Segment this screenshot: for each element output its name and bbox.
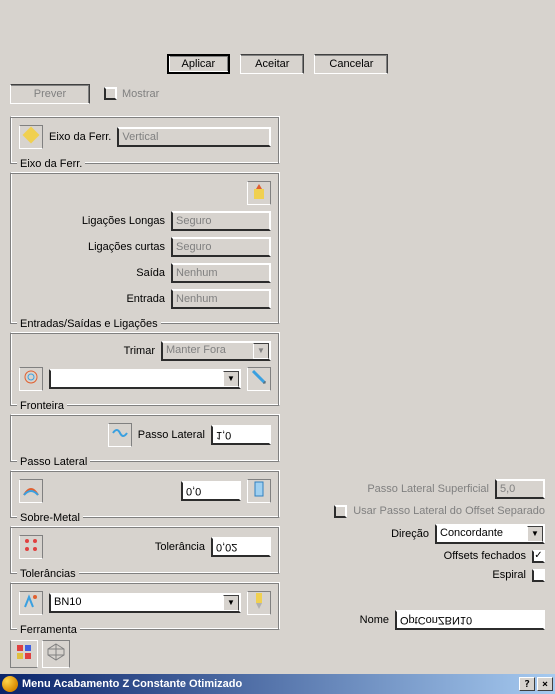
toolbar-btn-2[interactable] [42,640,70,668]
offsets-checkbox[interactable]: ✓ [532,550,545,563]
window-title: Menu Acabamento Z Constante Otimizado [22,678,517,690]
legend-entradas: Entradas/Saídas e Ligações [17,318,161,330]
passo-lateral-input[interactable] [211,425,271,445]
chevron-down-icon: ▼ [253,343,269,359]
group-entradas: Entradas/Saídas e Ligações Entrada Nenhu… [10,172,280,324]
direcao-dropdown[interactable]: Concordante ▼ [435,524,545,544]
longas-value: Seguro [176,215,211,227]
chevron-down-icon: ▼ [527,526,543,542]
ferramenta-dropdown[interactable]: BN10 ▼ [49,593,241,613]
group-passo-lateral: Passo Lateral Passo Lateral [10,414,280,462]
group-ferramenta: Ferramenta BN10 ▼ [10,582,280,630]
nome-input[interactable] [395,610,545,630]
entrada-label: Entrada [65,293,165,305]
legend-ferramenta: Ferramenta [17,624,80,636]
close-button[interactable]: × [537,677,553,691]
eixo-icon[interactable] [19,125,43,149]
eixo-value: Vertical [122,131,158,143]
trimar-label: Trimar [124,345,155,357]
entrada-value: Nenhum [176,293,218,305]
aplicar-button[interactable]: Aplicar [167,54,231,74]
passo-superficial-value: 5,0 [500,483,515,495]
entradas-icon[interactable] [247,181,271,205]
title-bar: Menu Acabamento Z Constante Otimizado ? … [0,674,555,694]
eixo-label: Eixo da Ferr. [49,131,111,143]
tolerancia-icon[interactable] [19,535,43,559]
legend-eixo: Eixo da Ferr. [17,158,85,170]
fronteira-dropdown[interactable]: ▼ [49,369,241,389]
group-fronteira: Fronteira ▼ Trimar Manter Fora ▼ [10,332,280,406]
group-sobremetal: Sobre-Metal [10,470,280,518]
help-button[interactable]: ? [519,677,535,691]
longas-label: Ligações Longas [65,215,165,227]
espiral-checkbox[interactable] [532,569,545,582]
group-eixo: Eixo da Ferr. Eixo da Ferr. Vertical [10,116,280,164]
mostrar-label: Mostrar [122,88,159,100]
legend-tolerancias: Tolerâncias [17,568,79,580]
app-icon [2,676,18,692]
toolbar-btn-1[interactable] [10,640,38,668]
curtas-label: Ligações curtas [65,241,165,253]
nome-label: Nome [360,614,389,626]
tolerancia-input[interactable] [211,537,271,557]
passo-lateral-icon[interactable] [108,423,132,447]
legend-sobremetal: Sobre-Metal [17,512,83,524]
passo-lateral-label: Passo Lateral [138,429,205,441]
sobremetal-left-icon[interactable] [19,479,43,503]
direcao-label: Direção [391,528,429,540]
group-tolerancias: Tolerâncias Tolerância [10,526,280,574]
chevron-down-icon: ▼ [223,595,239,611]
curtas-value: Seguro [176,241,211,253]
saida-value: Nenhum [176,267,218,279]
sobremetal-right-icon[interactable] [247,479,271,503]
aceitar-button[interactable]: Aceitar [240,54,304,74]
espiral-label: Espiral [492,570,526,582]
sobremetal-input[interactable] [181,481,241,501]
fronteira-icon-left[interactable] [19,367,43,391]
usar-passo-checkbox [334,505,347,518]
fronteira-icon-right[interactable] [247,367,271,391]
chevron-down-icon: ▼ [223,371,239,387]
prever-button: Prever [10,84,90,104]
legend-passo-lateral: Passo Lateral [17,456,90,468]
mostrar-checkbox [104,88,117,101]
legend-fronteira: Fronteira [17,400,67,412]
passo-superficial-label: Passo Lateral Superficial [367,483,489,495]
trimar-dropdown: Manter Fora ▼ [161,341,271,361]
cancelar-button[interactable]: Cancelar [314,54,388,74]
offsets-label: Offsets fechados [444,551,526,563]
ferramenta-right-icon[interactable] [247,591,271,615]
ferramenta-left-icon[interactable] [19,591,43,615]
usar-passo-label: Usar Passo Lateral do Offset Separado [353,506,545,518]
saida-label: Saída [65,267,165,279]
tolerancia-label: Tolerância [49,541,205,553]
